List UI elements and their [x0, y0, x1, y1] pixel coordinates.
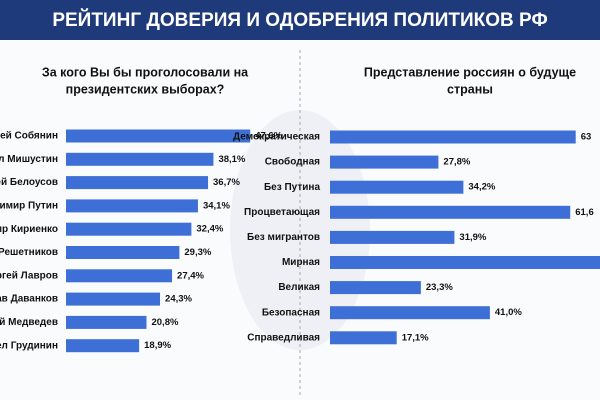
category-label: Мирная	[282, 257, 320, 268]
chart-title: Представление россиян о будуще	[364, 65, 576, 79]
header-band	[0, 0, 600, 40]
chart-title: страны	[447, 82, 493, 96]
category-label: дислав Даванков	[0, 294, 58, 305]
value-label: 27,4%	[177, 270, 204, 281]
category-label: ихаил Мишустин	[0, 154, 58, 165]
chart-title: президентских выборах?	[66, 82, 225, 96]
category-label: итрий Медведев	[0, 317, 58, 328]
value-label: 20,8%	[151, 317, 178, 328]
category-label: димир Кириенко	[0, 224, 58, 235]
bar	[330, 331, 397, 345]
bar	[66, 269, 173, 283]
category-label: Демократическая	[233, 132, 320, 143]
category-label: Без Путина	[264, 182, 320, 193]
bar	[66, 339, 140, 353]
value-label: 31,9%	[459, 232, 486, 243]
value-label: 32,4%	[196, 224, 223, 235]
bar	[66, 222, 192, 236]
bar	[66, 246, 180, 259]
value-label: 47,6%	[255, 131, 282, 142]
category-label: Процветающая	[244, 207, 320, 218]
bar	[66, 176, 209, 190]
value-label: 34,2%	[468, 182, 495, 193]
bar	[66, 152, 214, 166]
category-label: Сергей Лавров	[0, 270, 58, 281]
category-label: Великая	[278, 282, 320, 293]
chart-title: За кого Вы бы проголосовали на	[42, 65, 249, 79]
value-label: 24,3%	[165, 294, 192, 305]
value-label: 61,6	[575, 207, 594, 218]
bar	[330, 130, 576, 144]
bar	[66, 292, 161, 306]
bar	[66, 315, 147, 329]
category-label: ндрей Белоусов	[0, 177, 58, 188]
page-title: РЕЙТИНГ ДОВЕРИЯ И ОДОБРЕНИЯ ПОЛИТИКОВ РФ	[52, 9, 547, 31]
category-label: Сергей Собянин	[0, 130, 58, 142]
value-label: 17,1%	[402, 332, 429, 343]
category-label: сим Решетников	[0, 247, 58, 258]
bar	[66, 129, 251, 143]
value-label: 34,1%	[203, 200, 230, 211]
value-label: 63	[581, 132, 592, 143]
value-label: 18,9%	[144, 340, 171, 351]
category-label: Без мигрантов	[247, 232, 320, 243]
bar	[66, 199, 198, 213]
category-label: Владимир Путин	[0, 201, 58, 212]
bar	[330, 306, 490, 320]
category-label: Свободная	[265, 156, 320, 168]
bar	[330, 230, 455, 244]
bar	[330, 180, 464, 194]
value-label: 29,3%	[184, 247, 211, 258]
bar	[330, 281, 421, 295]
category-label: Справедливая	[247, 332, 320, 343]
bar	[330, 256, 600, 269]
category-label: Безопасная	[262, 307, 320, 318]
value-label: 38,1%	[218, 154, 245, 165]
value-label: 41,0%	[495, 307, 522, 318]
bar	[330, 205, 571, 219]
value-label: 27,8%	[443, 157, 470, 168]
category-label: Павел Грудинин	[0, 340, 58, 351]
value-label: 23,3%	[426, 282, 453, 293]
bar	[330, 155, 439, 169]
value-label: 36,7%	[213, 177, 240, 188]
